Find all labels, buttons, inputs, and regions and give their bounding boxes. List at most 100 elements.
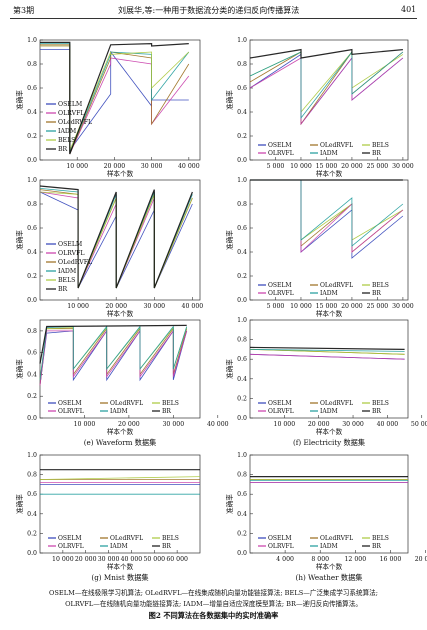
- x-tick-label: 40 000: [207, 421, 229, 428]
- x-tick-label: 30 000: [392, 303, 414, 310]
- panel-caption: (f) Electricity 数据集: [293, 438, 365, 447]
- y-tick-label: 0.6: [27, 491, 37, 498]
- y-tick-label: 1.0: [237, 317, 247, 324]
- x-tick-label: 16 000: [380, 556, 402, 563]
- y-tick-label: 0.0: [27, 550, 37, 557]
- legend-label: BR: [58, 286, 68, 293]
- x-tick-label: 15 000: [316, 303, 338, 310]
- x-tick-label: 8 000: [311, 556, 329, 563]
- legend-label: OSELM: [268, 400, 292, 407]
- legend-note-1: OSELM—在线极限学习机算法; OLedRVFL—在线集成随机向量功能链接算法…: [48, 589, 378, 597]
- legend-label: BR: [372, 290, 381, 297]
- legend-label: IADM: [58, 128, 77, 135]
- y-tick-label: 0.2: [27, 273, 37, 280]
- legend-label: OLRVFL: [58, 408, 84, 415]
- y-axis-label: 准确率: [15, 230, 24, 250]
- y-tick-label: 0.2: [27, 530, 37, 537]
- x-tick-label: 20 000: [118, 421, 140, 428]
- panel-caption: (e) Waveform 数据集: [84, 438, 157, 447]
- legend-label: OLedRVFL: [110, 535, 143, 542]
- y-tick-label: 1.0: [27, 37, 37, 44]
- y-tick-label: 1.0: [27, 177, 37, 184]
- y-axis-label: 准确率: [15, 90, 24, 110]
- page-header: 第3期 刘展华,等:一种用于数据流分类的递归反向传播算法 401: [0, 0, 427, 22]
- chart-panel-f: 0.0 0.2 0.4 0.6 0.8 1.0 10 000 20 000 30 000 40 0…: [225, 317, 427, 447]
- y-axis-label: 准确率: [15, 359, 24, 379]
- y-tick-label: 0.0: [27, 297, 37, 304]
- y-tick-label: 0.6: [27, 350, 37, 357]
- y-tick-label: 0.0: [237, 550, 247, 557]
- y-tick-label: 0.6: [237, 356, 247, 363]
- x-tick-label: 10 000: [74, 421, 96, 428]
- legend-label: OSELM: [268, 282, 292, 289]
- x-tick-label: 5 000: [267, 303, 285, 310]
- y-tick-label: 0.0: [27, 415, 37, 422]
- y-tick-label: 0.4: [237, 376, 247, 383]
- x-axis-label: 样本个数: [107, 169, 134, 178]
- page-number: 401: [401, 5, 417, 14]
- header-rule: [10, 18, 417, 19]
- y-tick-label: 1.0: [27, 452, 37, 459]
- x-tick-label: 4 000: [276, 556, 294, 563]
- x-tick-label: 5 000: [267, 163, 285, 170]
- legend-label: BELS: [372, 142, 389, 149]
- x-tick-label: 20 000: [104, 163, 126, 170]
- x-axis-label: 样本个数: [107, 427, 134, 436]
- y-tick-label: 0.0: [27, 157, 37, 164]
- chart-panel-d: 0.0 0.2 0.4 0.6 0.8 1.0 5 000 10 000 15 000 20 00…: [225, 177, 414, 329]
- x-tick-label: 15 000: [316, 163, 338, 170]
- y-tick-label: 0.8: [27, 328, 37, 335]
- x-axis-label: 样本个数: [316, 309, 343, 318]
- panel-caption: (g) Mnist 数据集: [91, 573, 148, 582]
- plot-frame: [39, 454, 201, 554]
- legend-label: BR: [162, 543, 171, 550]
- x-axis-label: 样本个数: [107, 562, 134, 571]
- x-tick-label: 25 000: [367, 303, 389, 310]
- legend-label: BR: [372, 543, 381, 550]
- legend-label: OSELM: [58, 535, 82, 542]
- x-tick-label: 40 000: [377, 421, 399, 428]
- y-tick-label: 0.4: [27, 371, 37, 378]
- legend-label: IADM: [110, 408, 128, 415]
- y-tick-label: 0.6: [237, 85, 247, 92]
- y-tick-label: 0.2: [237, 530, 247, 537]
- series-line-iadm: [249, 349, 405, 352]
- series-line-br: [40, 41, 189, 155]
- series-line-bels: [249, 349, 405, 355]
- y-tick-label: 0.2: [27, 133, 37, 140]
- x-tick-label: 20 000: [105, 303, 127, 310]
- x-tick-label: 30 000: [392, 163, 414, 170]
- x-tick-label: 20 000: [75, 556, 97, 563]
- legend-label: BELS: [372, 282, 389, 289]
- y-tick-label: 0.6: [237, 491, 247, 498]
- legend-label: OLedRVFL: [320, 142, 353, 149]
- x-tick-label: 10 000: [274, 421, 296, 428]
- legend-label: IADM: [320, 543, 338, 550]
- y-tick-label: 0.8: [27, 472, 37, 479]
- x-tick-label: 30 000: [163, 421, 185, 428]
- x-axis-label: 样本个数: [316, 169, 343, 178]
- x-tick-label: 25 000: [367, 163, 389, 170]
- series-line-bels: [39, 476, 201, 480]
- plot-frame: [249, 454, 409, 554]
- legend-label: OLRVFL: [268, 290, 294, 297]
- legend-label: IADM: [320, 408, 338, 415]
- x-tick-label: 40 000: [121, 556, 143, 563]
- y-axis-label: 准确率: [225, 90, 234, 110]
- series-line-br: [249, 346, 405, 350]
- y-tick-label: 1.0: [237, 177, 247, 184]
- legend-label: BELS: [162, 400, 179, 407]
- x-tick-label: 30 000: [141, 163, 163, 170]
- legend-label: IADM: [58, 268, 77, 275]
- legend-label: BELS: [372, 400, 389, 407]
- y-tick-label: 0.0: [237, 297, 247, 304]
- panel-caption: (h) Weather 数据集: [296, 573, 363, 582]
- x-tick-label: 50 000: [411, 421, 427, 428]
- series-line-br: [249, 48, 403, 59]
- y-tick-label: 0.4: [27, 109, 37, 116]
- issue-label: 第3期: [13, 6, 35, 15]
- legend-label: OLedRVFL: [320, 400, 353, 407]
- x-tick-label: 60 000: [166, 556, 188, 563]
- y-tick-label: 0.2: [237, 395, 247, 402]
- y-tick-label: 0.8: [237, 201, 247, 208]
